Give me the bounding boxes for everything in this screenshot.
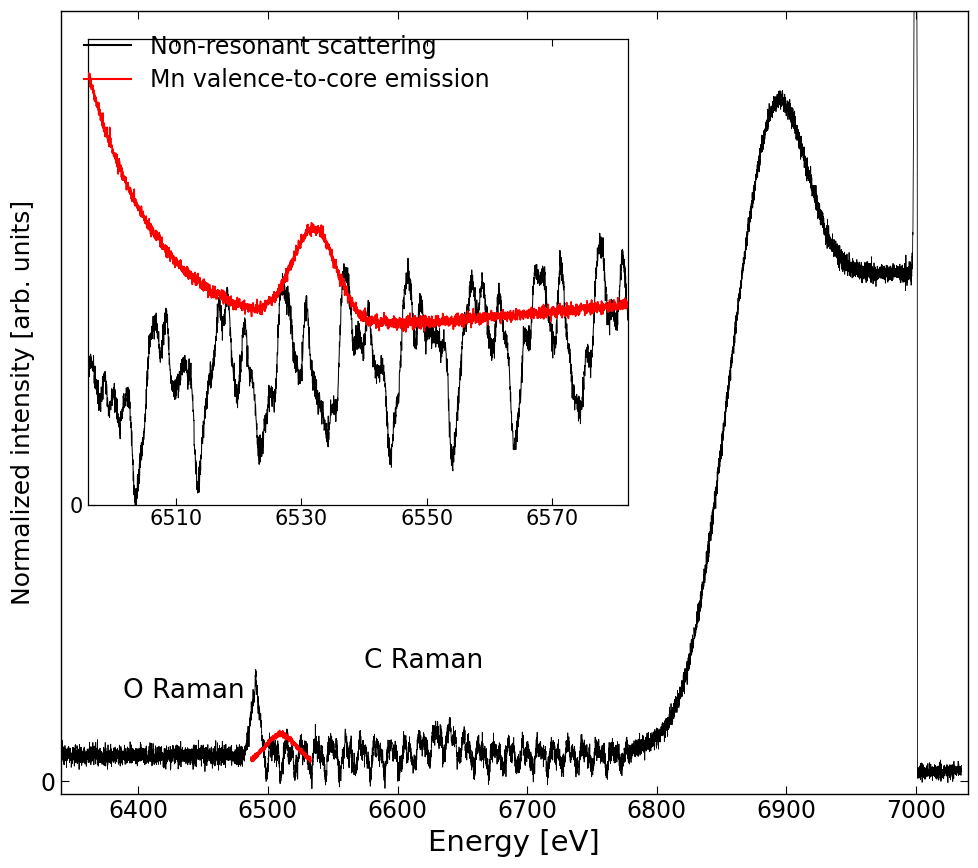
X-axis label: Energy [eV]: Energy [eV] [428,829,600,857]
Legend: Non-resonant scattering, Mn valence-to-core emission: Non-resonant scattering, Mn valence-to-c… [72,23,501,104]
Text: O Raman: O Raman [122,678,244,704]
Y-axis label: Normalized intensity [arb. units]: Normalized intensity [arb. units] [11,201,35,605]
Text: C Raman: C Raman [364,648,482,674]
